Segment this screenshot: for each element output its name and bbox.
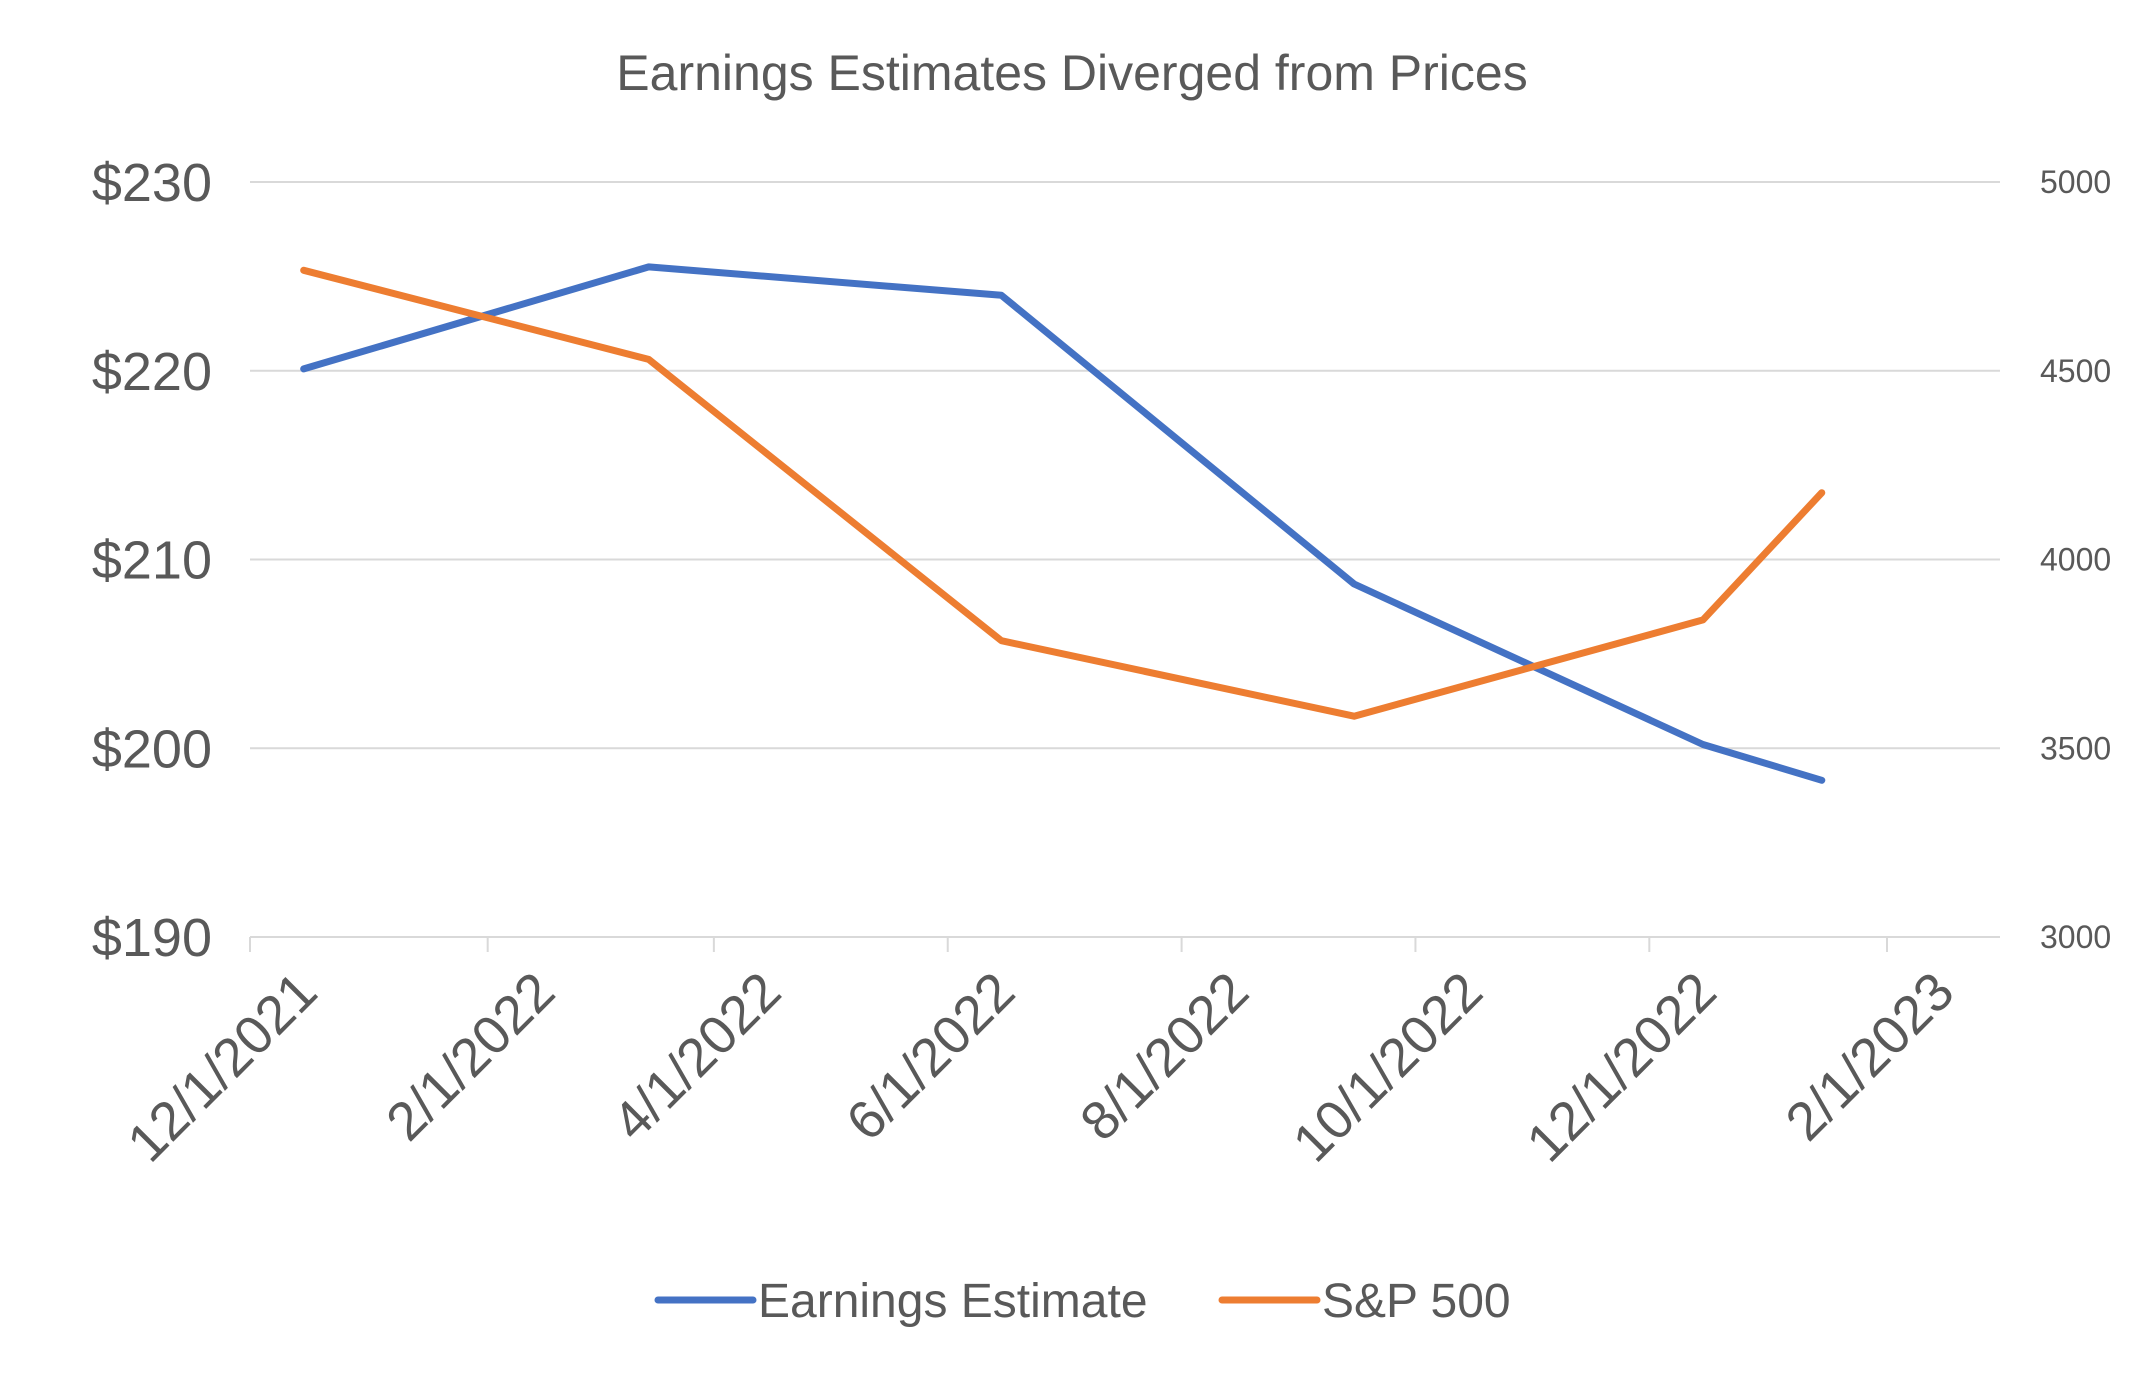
y-right-tick-label: 3500 xyxy=(2040,730,2111,766)
x-tick-label: 6/1/2022 xyxy=(835,961,1026,1152)
series-line-earnings-estimate xyxy=(300,263,1826,784)
x-tick-label: 2/1/2023 xyxy=(1774,961,1965,1152)
y-left-tick-label: $190 xyxy=(92,908,212,968)
legend-item: S&P 500 xyxy=(1218,1275,1511,1328)
x-tick-label: 2/1/2022 xyxy=(375,961,566,1152)
gridlines xyxy=(250,181,2000,938)
x-tick-label: 10/1/2022 xyxy=(1282,961,1494,1173)
legend-label: S&P 500 xyxy=(1322,1275,1511,1328)
x-tick-label: 8/1/2022 xyxy=(1069,961,1260,1152)
y-left-tick-label: $210 xyxy=(92,531,212,591)
y-axis-right: 5000 4500 4000 3500 3000 xyxy=(2040,164,2111,955)
series-lines xyxy=(300,263,1826,784)
y-left-tick-label: $230 xyxy=(92,153,212,213)
x-tick-label: 12/1/2021 xyxy=(116,961,328,1173)
x-tick-label: 4/1/2022 xyxy=(601,961,792,1152)
legend: Earnings Estimate S&P 500 xyxy=(654,1275,1511,1328)
y-right-tick-label: 4500 xyxy=(2040,353,2111,389)
y-axis-left: $230 $220 $210 $200 $190 xyxy=(92,153,212,968)
x-axis: 12/1/2021 2/1/2022 4/1/2022 6/1/2022 8/1/202… xyxy=(116,937,1965,1173)
y-right-tick-label: 4000 xyxy=(2040,542,2111,578)
y-right-tick-label: 3000 xyxy=(2040,919,2111,955)
y-left-tick-label: $200 xyxy=(92,719,212,779)
chart-title: Earnings Estimates Diverged from Prices xyxy=(616,45,1527,101)
x-tick-label: 12/1/2022 xyxy=(1515,961,1727,1173)
y-left-tick-label: $220 xyxy=(92,342,212,402)
legend-item: Earnings Estimate xyxy=(654,1275,1148,1328)
series-line-sp500 xyxy=(300,266,1826,720)
y-right-tick-label: 5000 xyxy=(2040,164,2111,200)
legend-label: Earnings Estimate xyxy=(758,1275,1148,1328)
